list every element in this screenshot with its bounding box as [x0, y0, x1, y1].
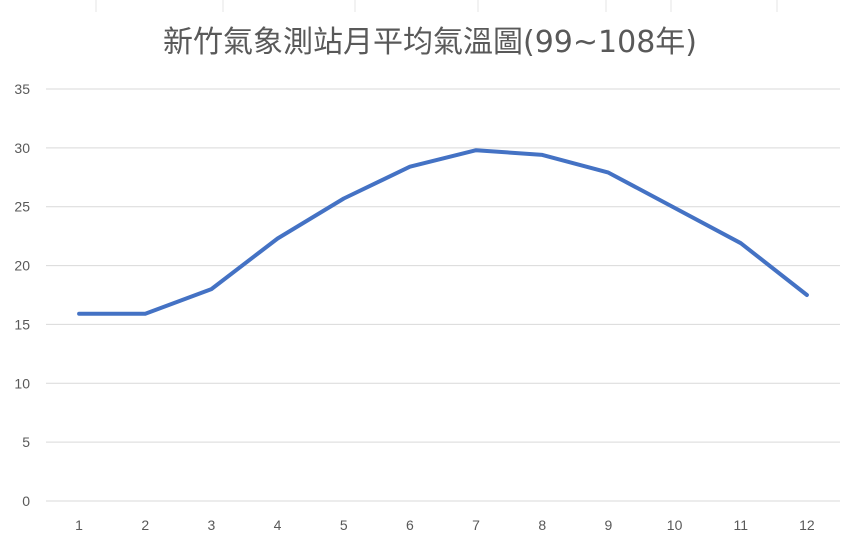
gridlines [46, 88, 840, 502]
y-tick-label: 35 [14, 81, 30, 97]
x-tick-label: 11 [733, 517, 748, 533]
x-tick-label: 6 [406, 517, 414, 533]
series-group [77, 148, 809, 316]
y-tick-label: 15 [14, 316, 30, 332]
x-tick-label: 3 [208, 517, 216, 533]
x-tick-label: 10 [667, 517, 683, 533]
x-axis-tick-labels: 1 2 3 4 5 6 7 8 9 10 11 12 [75, 517, 815, 533]
x-tick-label: 2 [141, 517, 149, 533]
y-tick-label: 10 [14, 375, 30, 391]
series-line [77, 148, 809, 316]
x-tick-label: 9 [605, 517, 613, 533]
spreadsheet-cell-lines [95, 0, 778, 12]
chart-title: 新竹氣象測站月平均氣溫圖(99~108年) [163, 25, 697, 60]
y-tick-label: 0 [22, 493, 30, 509]
y-tick-label: 25 [14, 199, 30, 215]
x-tick-label: 12 [799, 517, 815, 533]
y-tick-label: 5 [22, 434, 30, 450]
y-axis-tick-labels: 0 5 10 15 20 25 30 35 [14, 81, 30, 509]
y-tick-label: 20 [14, 258, 30, 274]
x-tick-label: 7 [472, 517, 480, 533]
x-tick-label: 1 [75, 517, 83, 533]
x-tick-label: 4 [274, 517, 282, 533]
x-tick-label: 8 [538, 517, 546, 533]
x-tick-label: 5 [340, 517, 348, 533]
y-tick-label: 30 [14, 140, 30, 156]
